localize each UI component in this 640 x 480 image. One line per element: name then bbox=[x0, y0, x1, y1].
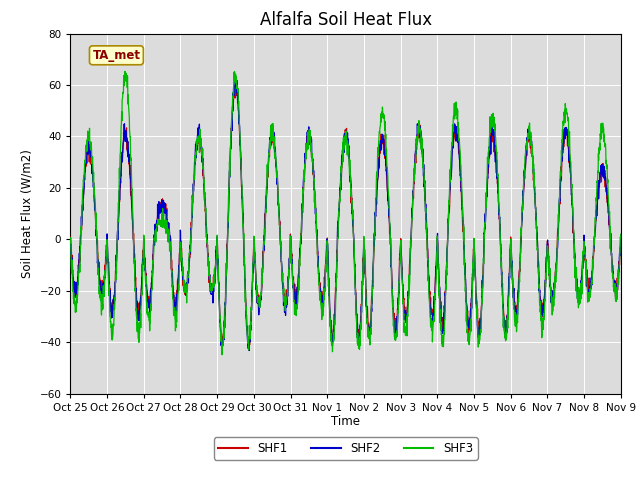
Legend: SHF1, SHF2, SHF3: SHF1, SHF2, SHF3 bbox=[214, 437, 477, 460]
Text: TA_met: TA_met bbox=[92, 49, 140, 62]
Y-axis label: Soil Heat Flux (W/m2): Soil Heat Flux (W/m2) bbox=[21, 149, 34, 278]
Title: Alfalfa Soil Heat Flux: Alfalfa Soil Heat Flux bbox=[260, 11, 431, 29]
X-axis label: Time: Time bbox=[331, 415, 360, 429]
